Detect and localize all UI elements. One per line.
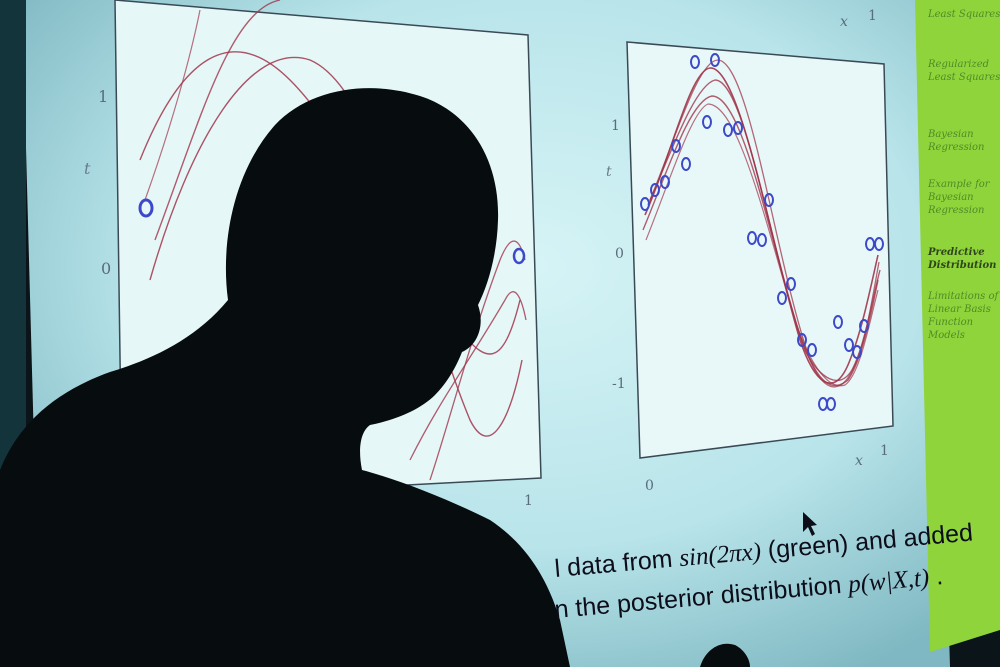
right-data-point — [640, 197, 650, 211]
right-tick-y-mid: 0 — [615, 246, 624, 262]
presenter-silhouette — [0, 88, 570, 667]
right-data-point — [733, 121, 743, 135]
presenter-hand — [700, 643, 750, 667]
right-data-point — [874, 237, 884, 251]
sidebar-item-bayesian-regression: Bayesian Regression — [928, 129, 985, 153]
sidebar-item-regularized-least-squares: Regularized Least Squares — [928, 59, 1000, 83]
right-plot-frame — [626, 41, 894, 459]
left-tick-y-top: 1 — [98, 87, 108, 106]
right-data-point — [757, 233, 767, 247]
right-data-point — [764, 193, 774, 207]
right-data-point — [859, 319, 869, 333]
right-tick-x-left: 0 — [645, 478, 654, 494]
right-tick-x-right: 1 — [880, 443, 889, 459]
left-axis-label-t: t — [84, 159, 91, 178]
right-data-point — [826, 397, 836, 411]
mouse-cursor-icon — [803, 512, 817, 536]
right-axis-label-t: t — [606, 164, 612, 180]
right-data-point — [671, 139, 681, 153]
right-data-point — [702, 115, 712, 129]
right-data-point — [786, 277, 796, 291]
sidebar-item-example-bayesian-regression: Example for Bayesian Regression — [928, 179, 990, 216]
right-data-point — [650, 183, 660, 197]
right-data-point — [710, 53, 720, 67]
right-data-point — [807, 343, 817, 357]
right-data-point — [747, 231, 757, 245]
caption-line-2-suffix: . — [927, 562, 945, 592]
right-curve-3 — [642, 95, 879, 387]
caption-line-2-math: p(w|X,t) — [847, 564, 931, 599]
right-tick-y-top: 1 — [611, 118, 620, 134]
right-data-point — [844, 338, 854, 352]
right-data-points — [640, 53, 884, 411]
left-curve-3 — [154, 0, 281, 241]
right-top-label-one: 1 — [868, 8, 877, 24]
right-top-label-x: x — [840, 14, 848, 30]
left-curve-5 — [429, 240, 526, 481]
slide-sidebar — [915, 0, 1000, 652]
sidebar-item-least-squares: Least Squares — [928, 9, 1000, 20]
left-curve-4 — [144, 9, 201, 201]
right-data-point — [852, 345, 862, 359]
right-tick-y-bottom: -1 — [612, 376, 626, 392]
sidebar-item-limitations: Limitations of Linear Basis Function Mod… — [928, 291, 999, 341]
right-axis-label-x: x — [855, 453, 863, 469]
sidebar-item-predictive-distribution: Predictive Distribution — [928, 247, 997, 271]
left-tick-x-right: 1 — [524, 493, 533, 509]
right-data-point — [777, 291, 787, 305]
right-data-point — [797, 333, 807, 347]
right-data-point — [681, 157, 691, 171]
right-data-point — [690, 55, 700, 69]
left-curve-6 — [409, 291, 527, 461]
left-data-point-2 — [512, 247, 526, 265]
left-data-point-1 — [138, 198, 154, 218]
caption-line-1-math: sin(2πx) — [678, 538, 763, 573]
right-data-point — [660, 175, 670, 189]
right-data-point — [723, 123, 733, 137]
left-tick-y-mid: 0 — [101, 259, 111, 278]
right-plot: x 1 1 t 0 -1 0 x 1 — [606, 8, 894, 494]
right-curve-5 — [645, 103, 879, 387]
right-data-point — [833, 315, 843, 329]
